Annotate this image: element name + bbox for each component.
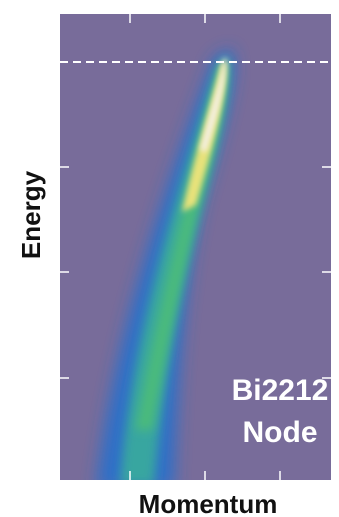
figure: Energy Momentum Bi2212 Node — [0, 0, 339, 517]
y-axis-label: Energy — [16, 170, 46, 259]
x-axis-label: Momentum — [139, 489, 278, 517]
annotation: Node — [243, 416, 318, 449]
annotation: Bi2212 — [232, 374, 329, 407]
plot-background — [60, 14, 331, 480]
